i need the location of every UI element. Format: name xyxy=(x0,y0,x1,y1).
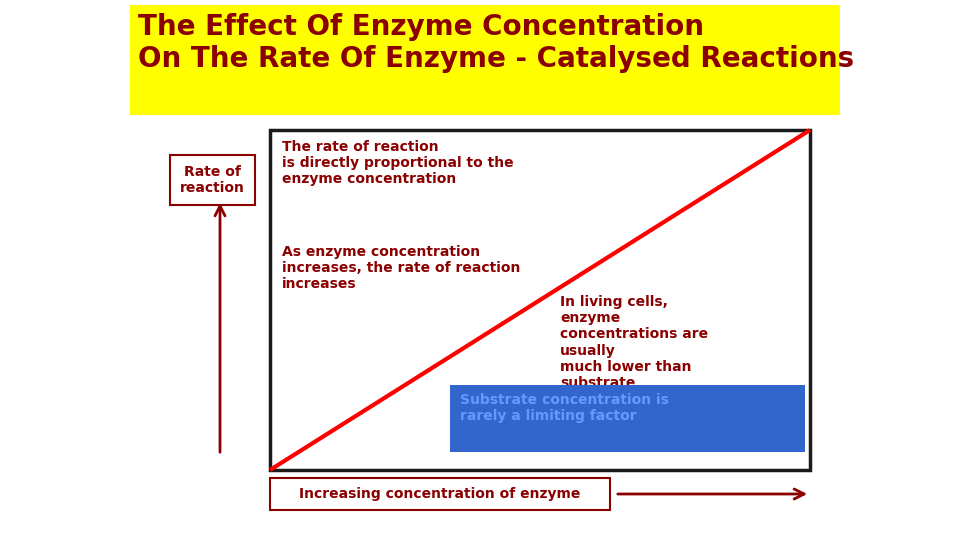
Bar xyxy=(270,478,610,510)
Bar xyxy=(450,385,805,452)
Bar xyxy=(130,5,840,115)
Text: As enzyme concentration
increases, the rate of reaction
increases: As enzyme concentration increases, the r… xyxy=(282,245,520,292)
Text: The rate of reaction
is directly proportional to the
enzyme concentration: The rate of reaction is directly proport… xyxy=(282,140,514,186)
Text: In living cells,
enzyme
concentrations are
usually
much lower than
substrate
con: In living cells, enzyme concentrations a… xyxy=(560,295,708,406)
Bar xyxy=(270,130,810,470)
Text: Rate of
reaction: Rate of reaction xyxy=(180,165,245,195)
Text: The Effect Of Enzyme Concentration
On The Rate Of Enzyme - Catalysed Reactions: The Effect Of Enzyme Concentration On Th… xyxy=(138,13,854,73)
Bar xyxy=(170,155,255,205)
Text: Increasing concentration of enzyme: Increasing concentration of enzyme xyxy=(300,487,581,501)
Text: Substrate concentration is
rarely a limiting factor: Substrate concentration is rarely a limi… xyxy=(460,393,669,423)
